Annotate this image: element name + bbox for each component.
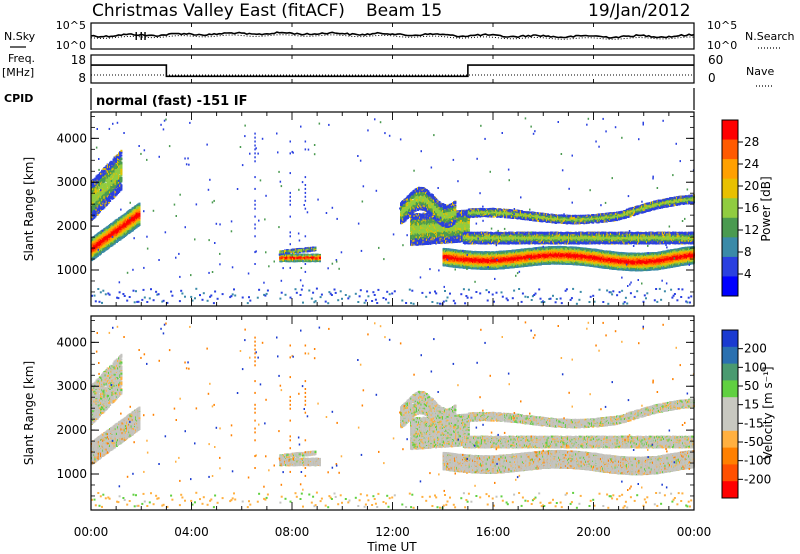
cpid-label: CPID xyxy=(4,92,33,105)
noise-left-tick-bottom: 10^0 xyxy=(56,39,86,52)
radar-title: Christmas Valley East (fitACF) xyxy=(92,1,345,21)
freq-left-tick-top: 18 xyxy=(71,53,86,67)
noise-right-tick-bottom: 10^0 xyxy=(707,39,737,52)
freq-strip-frame xyxy=(91,55,694,83)
cpid-value: normal (fast) -151 IF xyxy=(96,94,247,109)
nsearch-label: N.Search xyxy=(745,30,795,43)
beam-label: Beam 15 xyxy=(366,1,442,21)
nsky-series-line xyxy=(91,32,694,38)
noise-left-tick-top: 10^5 xyxy=(56,19,86,32)
nave-label: Nave xyxy=(746,65,774,78)
freq-unit-label: [MHz] xyxy=(2,66,34,79)
nave-right-tick-top: 60 xyxy=(708,53,723,67)
freq-label: Freq. xyxy=(8,52,35,65)
freq-left-tick-bottom: 8 xyxy=(78,71,86,85)
power-panel xyxy=(91,117,695,305)
nave-right-tick-bottom: 0 xyxy=(708,71,716,85)
noise-strip xyxy=(91,32,694,40)
noise-right-tick-top: 10^5 xyxy=(707,19,737,32)
freq-strip xyxy=(91,65,694,76)
nsky-label: N.Sky xyxy=(4,30,36,43)
date-label: 19/Jan/2012 xyxy=(588,1,691,21)
radar-figure: Christmas Valley East (fitACF) Beam 15 1… xyxy=(0,0,800,554)
